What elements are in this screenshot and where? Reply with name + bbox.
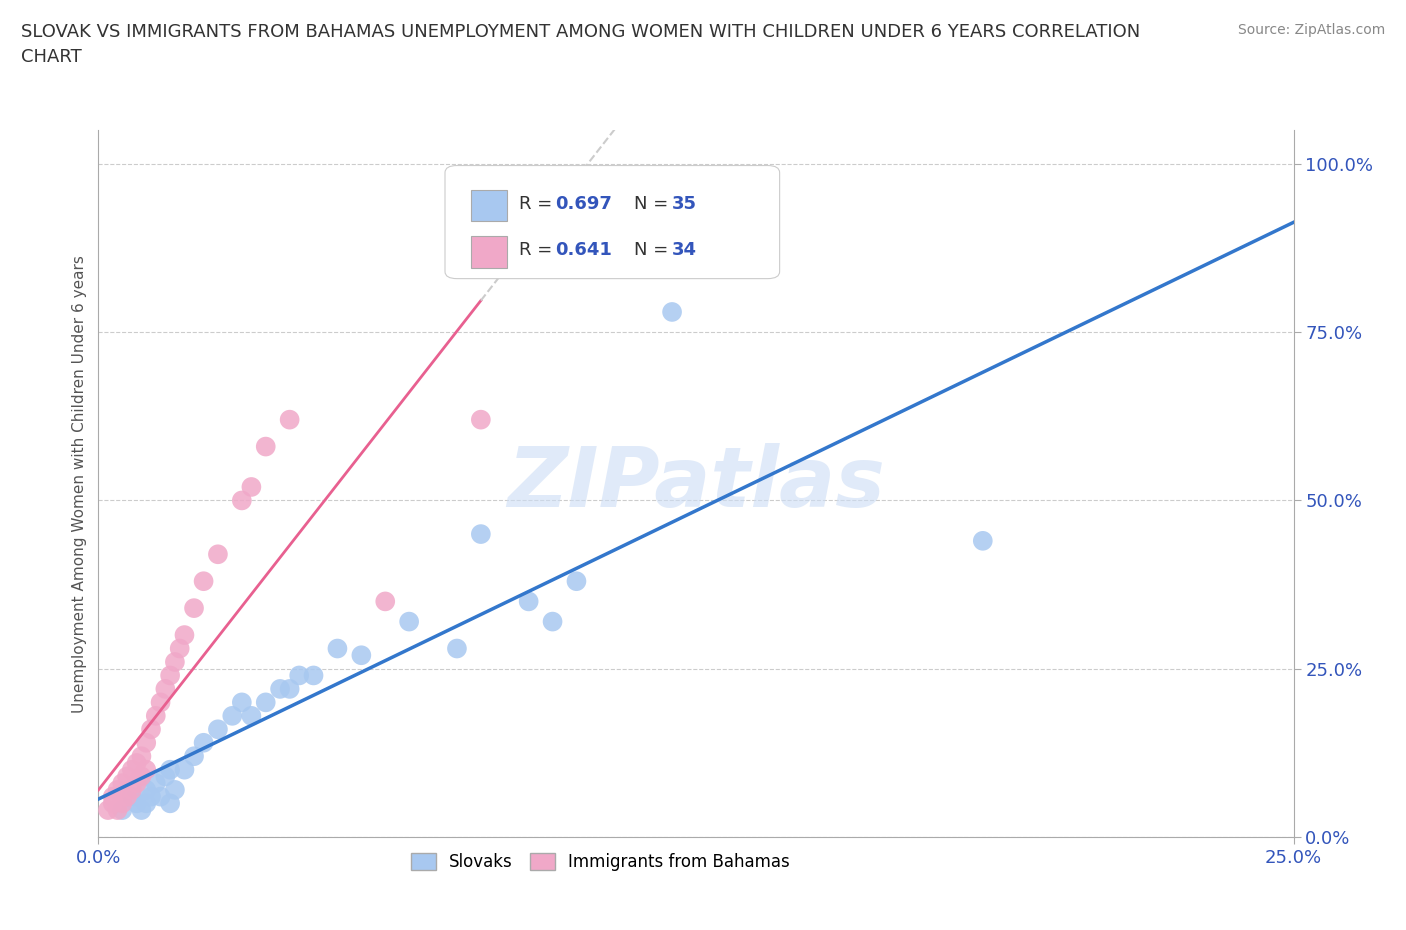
Point (183, 601, 205, 616)
FancyBboxPatch shape (471, 236, 508, 268)
Point (121, 782, 143, 797)
Point (169, 641, 191, 656)
Point (121, 763, 143, 777)
Point (207, 722, 229, 737)
FancyBboxPatch shape (471, 190, 508, 221)
Point (326, 641, 349, 656)
Text: ZIPatlas: ZIPatlas (508, 443, 884, 525)
Point (121, 790, 143, 804)
Text: 0.641: 0.641 (555, 241, 612, 259)
Point (541, 614, 564, 629)
Point (173, 763, 195, 777)
Point (288, 668, 311, 683)
Point (269, 682, 291, 697)
Point (565, 574, 588, 589)
Point (145, 709, 167, 724)
Text: N =: N = (634, 241, 673, 259)
Point (240, 480, 263, 495)
Point (661, 304, 683, 319)
Text: SLOVAK VS IMMIGRANTS FROM BAHAMAS UNEMPLOYMENT AMONG WOMEN WITH CHILDREN UNDER 6: SLOVAK VS IMMIGRANTS FROM BAHAMAS UNEMPL… (21, 23, 1140, 66)
Point (155, 769, 177, 784)
Point (125, 755, 148, 770)
Point (193, 574, 215, 589)
Text: N =: N = (634, 194, 673, 213)
Text: 0.697: 0.697 (555, 194, 612, 213)
Point (278, 682, 301, 697)
Point (350, 648, 373, 663)
Point (231, 695, 253, 710)
Point (125, 796, 148, 811)
Point (111, 776, 134, 790)
Point (221, 709, 243, 724)
Point (254, 695, 277, 710)
Point (135, 782, 157, 797)
Point (254, 439, 277, 454)
Point (101, 790, 124, 804)
Point (278, 412, 301, 427)
Point (115, 790, 138, 804)
Point (517, 594, 540, 609)
Point (470, 526, 492, 541)
Point (159, 763, 181, 777)
Text: R =: R = (519, 241, 558, 259)
Point (231, 493, 253, 508)
Point (173, 628, 195, 643)
Point (159, 796, 181, 811)
Point (159, 668, 181, 683)
Point (149, 695, 172, 710)
FancyBboxPatch shape (446, 166, 780, 279)
Point (193, 736, 215, 751)
Point (972, 534, 994, 549)
Point (135, 763, 157, 777)
Point (149, 790, 172, 804)
Point (446, 641, 468, 656)
Point (139, 790, 162, 804)
Point (131, 749, 153, 764)
Text: R =: R = (519, 194, 558, 213)
Point (163, 782, 186, 797)
Point (135, 796, 157, 811)
Point (302, 668, 325, 683)
Point (470, 412, 492, 427)
Point (183, 749, 205, 764)
Point (107, 782, 129, 797)
Point (111, 796, 134, 811)
Text: 34: 34 (672, 241, 697, 259)
Legend: Slovaks, Immigrants from Bahamas: Slovaks, Immigrants from Bahamas (405, 846, 796, 878)
Point (135, 736, 157, 751)
Point (398, 614, 420, 629)
Point (131, 769, 153, 784)
Point (145, 776, 167, 790)
Point (107, 803, 129, 817)
Point (101, 796, 124, 811)
Y-axis label: Unemployment Among Women with Children Under 6 years: Unemployment Among Women with Children U… (72, 255, 87, 712)
Point (139, 722, 162, 737)
Point (97, 803, 120, 817)
Point (240, 709, 263, 724)
Point (111, 803, 134, 817)
Point (131, 803, 153, 817)
Point (163, 655, 186, 670)
Point (125, 776, 148, 790)
Text: 35: 35 (672, 194, 697, 213)
Point (374, 594, 396, 609)
Point (115, 769, 138, 784)
Text: Source: ZipAtlas.com: Source: ZipAtlas.com (1237, 23, 1385, 37)
Point (155, 682, 177, 697)
Point (207, 547, 229, 562)
